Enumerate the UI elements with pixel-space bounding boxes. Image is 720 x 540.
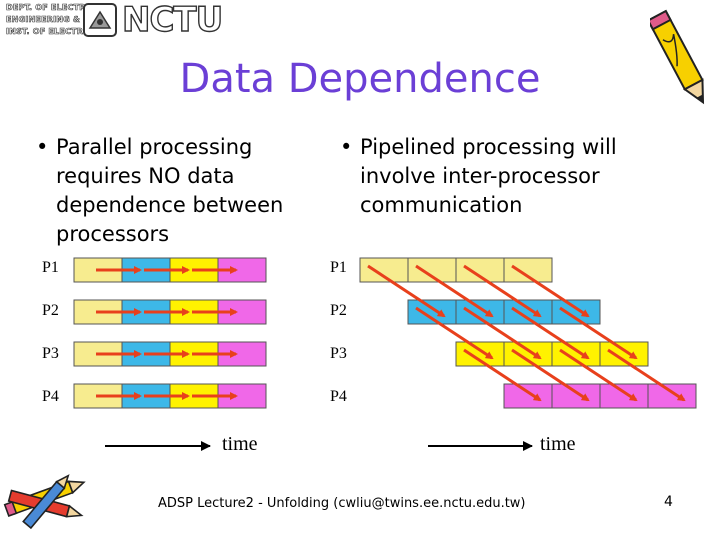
time-label-pipelined: time <box>540 433 576 455</box>
bullet-line: requires NO data <box>56 164 235 188</box>
pipelined-cell <box>503 383 553 409</box>
bullet-line: processors <box>56 222 170 246</box>
pipelined-cell <box>407 299 457 325</box>
logo-emblem-icon <box>83 3 117 37</box>
pipelined-arrow <box>511 264 590 318</box>
bullet-line: dependence between <box>56 193 284 217</box>
bullet-line: Pipelined processing will <box>360 135 617 159</box>
parallel-row-label-p3: P3 <box>42 345 59 362</box>
pipelined-cell <box>503 257 553 283</box>
pipelined-arrow <box>415 306 494 360</box>
pipelined-row-label-p3: P3 <box>330 345 347 362</box>
pipelined-arrow <box>607 348 686 402</box>
bullet-line: communication <box>360 193 523 217</box>
logo-line-2: ENGINEERING & <box>6 15 81 25</box>
bullet-line: Parallel processing <box>56 135 253 159</box>
pipelined-cell <box>599 341 649 367</box>
bullet-marker: • <box>36 135 49 159</box>
bullet-parallel: • Parallel processing requires NO data d… <box>36 133 316 253</box>
nctu-logo: DEPT. OF ELECTRONICS ENGINEERING & INST.… <box>0 0 224 42</box>
parallel-row-label-p4: P4 <box>42 388 59 405</box>
pipelined-cell <box>551 383 601 409</box>
parallel-row-label-p2: P2 <box>42 302 59 319</box>
pipelined-cell <box>455 257 505 283</box>
pipelined-row-label-p1: P1 <box>330 259 347 276</box>
pipelined-arrow <box>559 306 638 360</box>
pipelined-cell <box>359 257 409 283</box>
bullet-marker: • <box>340 135 353 159</box>
pipelined-cell <box>551 299 601 325</box>
pipelined-arrow <box>463 348 542 402</box>
pipelined-arrow <box>559 348 638 402</box>
pipelined-cell <box>599 383 649 409</box>
pipelined-arrow <box>511 348 590 402</box>
pipelined-arrow <box>463 264 542 318</box>
pipelined-arrow <box>367 264 446 318</box>
pencil-icon <box>650 9 705 105</box>
pipelined-arrow <box>463 306 542 360</box>
bullet-pipelined: • Pipelined processing will involve inte… <box>340 133 660 223</box>
pipelined-cell <box>455 299 505 325</box>
pipelined-cell <box>407 257 457 283</box>
parallel-row-label-p1: P1 <box>42 259 59 276</box>
pipelined-arrow <box>415 264 494 318</box>
pipelined-arrow <box>511 306 590 360</box>
slide-footer: ADSP Lecture2 - Unfolding (cwliu@twins.e… <box>158 496 526 511</box>
pipelined-row-label-p2: P2 <box>330 302 347 319</box>
pipelined-cell <box>503 299 553 325</box>
page-number: 4 <box>664 494 673 510</box>
logo-mark: NCTU <box>121 0 224 41</box>
pipelined-cell <box>551 341 601 367</box>
bullet-text: Pipelined processing will involve inter-… <box>360 133 617 220</box>
pipelined-cell <box>503 341 553 367</box>
logo-line-1: DEPT. OF ELECTRONICS <box>6 3 115 13</box>
pipelined-cell <box>455 341 505 367</box>
bullet-text: Parallel processing requires NO data dep… <box>56 133 283 249</box>
bullet-line: involve inter-processor <box>360 164 600 188</box>
pipelined-row-label-p4: P4 <box>330 388 347 405</box>
slide-title: Data Dependence <box>179 56 541 102</box>
pencils-cluster-icon <box>3 474 86 530</box>
logo-line-3: INST. OF ELECTRONICS <box>6 27 113 37</box>
time-label-parallel: time <box>222 433 258 455</box>
pipelined-cell <box>647 383 697 409</box>
